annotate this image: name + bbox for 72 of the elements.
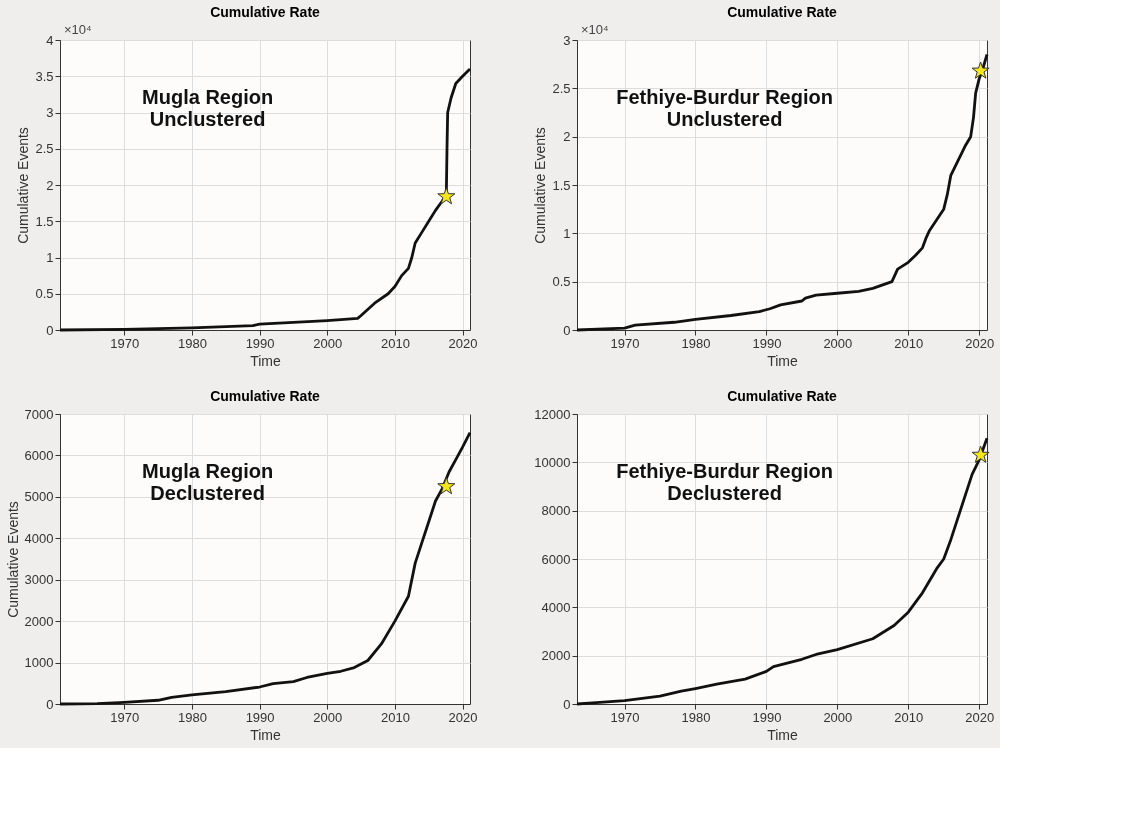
y-tick-label: 6000 [541, 551, 571, 567]
x-tick-label: 2020 [965, 709, 995, 725]
y-tick-label: 4000 [541, 599, 571, 615]
x-tick-label: 1990 [752, 335, 782, 351]
y-tick-label: 1 [563, 225, 571, 241]
x-tick-label: 1990 [245, 709, 275, 725]
y-tick-label: 2000 [541, 648, 571, 664]
text: ×10⁴ [64, 22, 92, 37]
x-axis-title: Time [250, 352, 282, 369]
x-tick-label: 2010 [894, 709, 924, 725]
y-tick-label: 6000 [24, 447, 54, 463]
y-tick-label: 1 [46, 250, 54, 265]
x-tick-label: 1980 [177, 335, 207, 351]
y-tick-label: 4 [46, 32, 54, 48]
y-tick-label: 12000 [534, 406, 571, 422]
text: ×10⁴ [581, 22, 609, 37]
x-axis-title: Time [767, 352, 799, 369]
y-tick-label: 0 [46, 322, 54, 338]
chart-title: Cumulative Rate [727, 4, 838, 20]
y-tick-label: 2 [46, 177, 54, 193]
x-axis-title: Time [767, 726, 799, 743]
x-tick-label: 2010 [894, 335, 924, 351]
y-tick-label: 1000 [24, 655, 54, 671]
x-tick-label: 2010 [380, 709, 410, 725]
x-tick-label: 1980 [177, 709, 207, 725]
y-tick-label: 3.5 [35, 68, 54, 84]
y-tick-label: 3 [563, 32, 571, 48]
x-tick-label: 2000 [823, 335, 853, 351]
y-axis-title: Cumulative Events [532, 127, 549, 244]
chart-title: Cumulative Rate [210, 388, 321, 404]
y-tick-label: 4000 [24, 530, 54, 546]
y-tick-label: 2.5 [552, 80, 571, 96]
chart-title: Cumulative Rate [727, 388, 838, 404]
x-tick-label: 2020 [448, 709, 478, 725]
annotation: Fethiye-Burdur Region Declustered [616, 460, 833, 504]
y-tick-label: 3000 [24, 572, 54, 588]
x-tick-label: 1980 [681, 335, 711, 351]
y-tick-label: 0.5 [552, 274, 571, 290]
x-tick-label: 1970 [610, 335, 640, 351]
y-axis-title: Cumulative Events [15, 127, 32, 244]
y-tick-label: 0 [563, 696, 571, 712]
annotation: Mugla Region Unclustered [142, 86, 274, 130]
x-axis-title: Time [250, 726, 282, 743]
x-tick-label: 2010 [380, 335, 410, 351]
y-tick-label: 5000 [24, 489, 54, 505]
x-tick-label: 2020 [448, 335, 478, 351]
x-tick-label: 1970 [110, 335, 140, 351]
x-tick-label: 1970 [110, 709, 140, 725]
x-tick-label: 1990 [245, 335, 275, 351]
y-axis-title: Cumulative Events [4, 501, 21, 618]
y-tick-label: 1.5 [35, 213, 54, 229]
y-tick-label: 10000 [534, 454, 571, 470]
x-tick-label: 2000 [823, 709, 853, 725]
y-tick-label: 0 [563, 322, 571, 338]
x-tick-label: 2020 [965, 335, 995, 351]
y-tick-label: 2 [563, 129, 571, 145]
annotation: Fethiye-Burdur Region Unclustered [616, 86, 833, 130]
y-tick-label: 2000 [24, 613, 54, 629]
y-tick-label: 0.5 [35, 286, 54, 302]
x-tick-label: 1990 [752, 709, 782, 725]
y-tick-label: 8000 [541, 503, 571, 519]
x-tick-label: 1970 [610, 709, 640, 725]
chart-title: Cumulative Rate [210, 4, 321, 20]
y-tick-label: 3 [46, 105, 54, 120]
y-tick-label: 2.5 [35, 141, 54, 157]
annotation: Mugla Region Declustered [142, 460, 274, 504]
y-tick-label: 1.5 [552, 177, 571, 193]
x-tick-label: 1980 [681, 709, 711, 725]
x-tick-label: 2000 [313, 709, 343, 725]
y-tick-label: 0 [46, 696, 54, 712]
y-tick-label: 7000 [24, 406, 54, 422]
x-tick-label: 2000 [313, 335, 343, 351]
